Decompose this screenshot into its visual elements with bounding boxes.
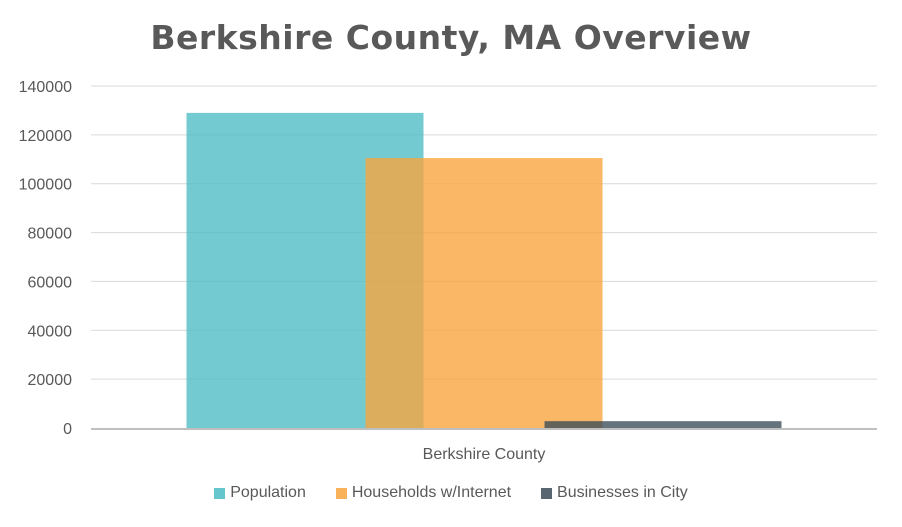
legend-item: Businesses in City	[541, 484, 688, 502]
legend-item: Population	[214, 484, 306, 502]
legend-swatch	[214, 487, 226, 499]
legend-label: Population	[230, 484, 306, 501]
x-category-label: Berkshire County	[423, 446, 546, 463]
bar-businesses-in-city	[544, 421, 782, 428]
legend-label: Businesses in City	[557, 484, 688, 501]
legend-label: Households w/Internet	[351, 484, 512, 501]
y-tick-label: 40000	[28, 323, 73, 340]
bar-households-w-internet	[365, 158, 603, 429]
legend-item: Households w/Internet	[335, 484, 512, 502]
y-tick-label: 0	[63, 421, 72, 438]
y-tick-label: 120000	[19, 128, 72, 145]
y-tick-label: 60000	[28, 274, 73, 291]
legend: Population Households w/Internet Businesse…	[0, 484, 902, 502]
y-tick-label: 20000	[28, 372, 73, 389]
chart-title: Berkshire County, MA Overview	[150, 18, 752, 57]
y-tick-label: 80000	[28, 226, 73, 243]
legend-swatch	[541, 487, 553, 499]
y-tick-label: 140000	[19, 79, 72, 96]
y-tick-label: 100000	[19, 177, 72, 194]
legend-swatch	[335, 487, 347, 499]
